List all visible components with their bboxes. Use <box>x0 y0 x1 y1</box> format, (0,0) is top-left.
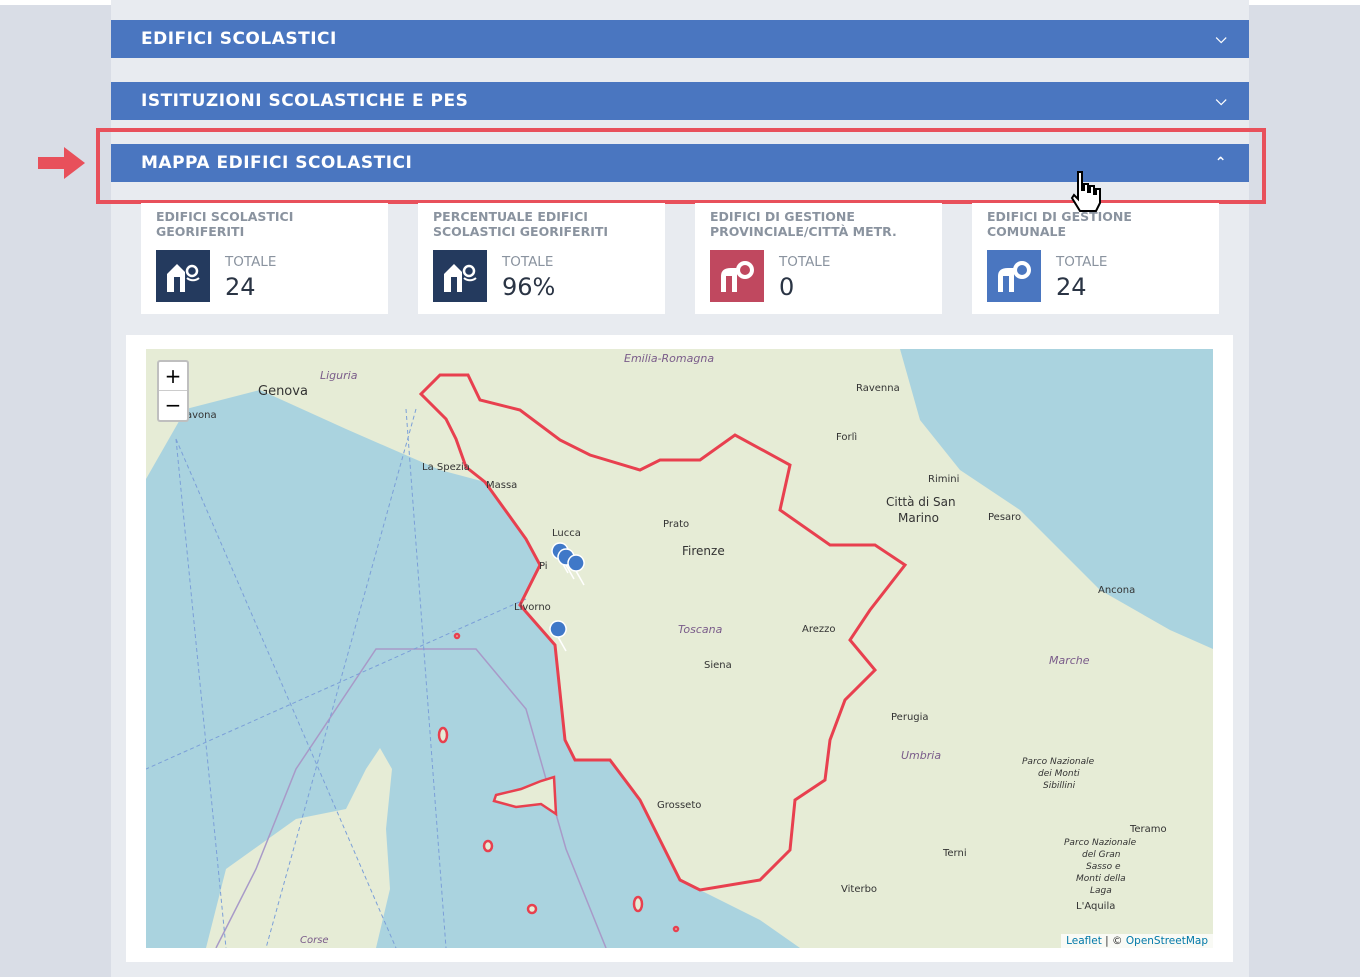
card-label: TOTALE <box>1056 254 1108 270</box>
stat-card-comunale: EDIFICI DI GESTIONE COMUNALE TOTALE 24 <box>972 203 1219 314</box>
card-value: 24 <box>225 273 256 301</box>
chevron-down-icon: ⌵ <box>1215 93 1227 109</box>
map-attribution: Leaflet | © OpenStreetMap <box>1061 934 1213 948</box>
islands <box>437 632 680 933</box>
building-gear-c-icon <box>987 250 1041 302</box>
school-markers[interactable] <box>549 542 585 652</box>
map-label: La Spezia <box>422 462 470 473</box>
map-label: Sibillini <box>1043 781 1076 791</box>
card-title: PERCENTUALE EDIFICI SCOLASTICI GEORIFERI… <box>433 209 609 239</box>
highlight-box <box>96 128 1266 204</box>
map-label: Parco Nazionale <box>1022 757 1095 767</box>
chevron-down-icon: ⌵ <box>1215 31 1227 47</box>
building-gear-p-icon <box>710 250 764 302</box>
map-label: Terni <box>942 848 967 859</box>
map-label: Ravenna <box>856 383 900 394</box>
map-label: dei Monti <box>1038 769 1080 779</box>
zoom-out-button[interactable]: − <box>164 393 182 417</box>
openstreetmap-link[interactable]: OpenStreetMap <box>1125 935 1208 947</box>
adriatic-sea <box>900 349 1213 649</box>
map-label: Monti della <box>1076 874 1126 884</box>
tyrrhenian-sea <box>146 390 800 948</box>
map-marker <box>567 554 585 586</box>
map-label: Arezzo <box>802 624 836 635</box>
zoom-control: + − <box>157 360 189 422</box>
card-label: TOTALE <box>225 254 277 270</box>
map-label: Marino <box>898 511 939 525</box>
map-label: Viterbo <box>841 884 877 895</box>
map-label: Rimini <box>928 474 959 485</box>
accordion-title: MAPPA EDIFICI SCOLASTICI <box>141 153 413 173</box>
map-label: Firenze <box>682 544 725 558</box>
stat-card-georiferiti: EDIFICI SCOLASTICI GEORIFERITI TOTALE 24 <box>141 203 388 314</box>
chevron-up-icon: ⌃ <box>1214 155 1227 171</box>
map-label: Marche <box>1049 654 1090 667</box>
map-label: Liguria <box>320 369 358 382</box>
map-label: Massa <box>486 480 517 491</box>
map-label: Laga <box>1090 886 1112 896</box>
card-title: EDIFICI DI GESTIONE COMUNALE <box>987 209 1132 239</box>
map-label: del Gran <box>1082 850 1121 860</box>
map-label: Genova <box>258 384 308 399</box>
map-label: Grosseto <box>657 800 701 811</box>
map-label: Prato <box>663 519 689 530</box>
accordion-mappa[interactable]: MAPPA EDIFICI SCOLASTICI ⌃ <box>111 144 1249 182</box>
map-label: L'Aquila <box>1076 901 1115 912</box>
island-elba <box>492 775 558 817</box>
card-label: TOTALE <box>502 254 554 270</box>
map-label: Toscana <box>678 623 723 636</box>
accordion-title: EDIFICI SCOLASTICI <box>141 29 337 49</box>
map-label: Pi <box>539 561 548 572</box>
card-value: 24 <box>1056 273 1087 301</box>
map-label: Corse <box>300 935 329 946</box>
map-label: Perugia <box>891 712 929 723</box>
card-label: TOTALE <box>779 254 831 270</box>
map[interactable]: Genova avona Liguria Emilia-Romagna Rave… <box>146 349 1213 948</box>
map-label: Emilia-Romagna <box>624 352 714 365</box>
map-label: avona <box>186 410 217 421</box>
map-label: Siena <box>704 660 732 671</box>
map-label: Livorno <box>514 602 551 613</box>
accordion-title: ISTITUZIONI SCOLASTICHE E PES <box>141 91 469 111</box>
map-labels: Genova avona Liguria Emilia-Romagna Rave… <box>186 352 1167 946</box>
map-label: Sasso e <box>1086 862 1121 872</box>
sea-border <box>215 648 607 948</box>
card-title: EDIFICI DI GESTIONE PROVINCIALE/CITTÀ ME… <box>710 209 897 239</box>
card-title: EDIFICI SCOLASTICI GEORIFERITI <box>156 209 294 239</box>
stat-card-provinciale: EDIFICI DI GESTIONE PROVINCIALE/CITTÀ ME… <box>695 203 942 314</box>
map-label: Teramo <box>1129 824 1167 835</box>
map-label: Parco Nazionale <box>1064 838 1137 848</box>
arrow-right-icon <box>38 147 85 179</box>
hand-pointer-cursor-icon <box>1070 171 1101 212</box>
corsica <box>206 748 392 948</box>
stat-card-percentuale: PERCENTUALE EDIFICI SCOLASTICI GEORIFERI… <box>418 203 665 314</box>
attribution-separator: | © <box>1101 935 1126 947</box>
card-value: 96% <box>502 273 556 301</box>
region-boundary-toscana <box>418 373 908 892</box>
zoom-in-button[interactable]: + <box>159 362 187 391</box>
accordion-edifici-scolastici[interactable]: EDIFICI SCOLASTICI ⌵ <box>111 20 1249 58</box>
map-tiles[interactable]: Genova avona Liguria Emilia-Romagna Rave… <box>146 349 1213 948</box>
leaflet-link[interactable]: Leaflet <box>1066 935 1102 947</box>
ferry-routes <box>146 408 527 948</box>
card-value: 0 <box>779 273 795 301</box>
map-marker <box>549 620 567 652</box>
accordion-istituzioni[interactable]: ISTITUZIONI SCOLASTICHE E PES ⌵ <box>111 82 1249 120</box>
map-label: Forlì <box>836 431 857 443</box>
map-label: Pesaro <box>988 512 1021 523</box>
building-pin-icon <box>433 250 487 302</box>
building-pin-icon <box>156 250 210 302</box>
map-label: Umbria <box>901 749 941 762</box>
map-label: Città di San <box>886 495 956 509</box>
map-label: Lucca <box>552 528 581 539</box>
map-label: Ancona <box>1098 585 1135 596</box>
